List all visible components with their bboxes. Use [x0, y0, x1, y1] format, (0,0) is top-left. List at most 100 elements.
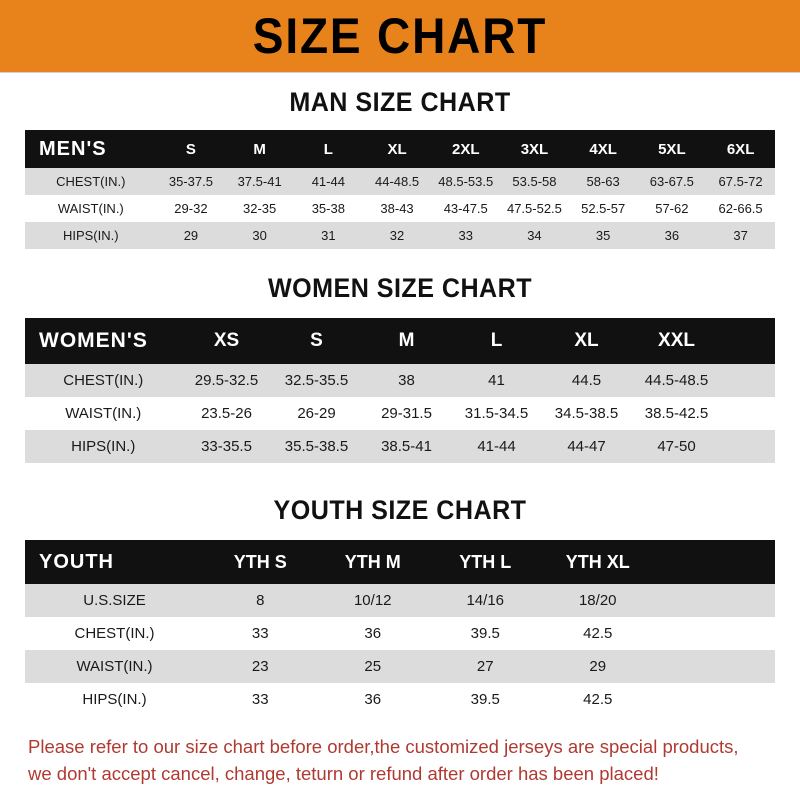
- men-column-header-1: S: [185, 140, 196, 158]
- women-size-table: WOMEN'S XS S M L XL XXL CHEST(IN.) 29.5-32.5 32.…: [25, 318, 775, 463]
- women-cell-filler: [722, 430, 776, 463]
- men-cell-r1-c9: 67.5-72: [718, 174, 763, 189]
- women-cell-filler: [722, 364, 776, 397]
- men-cell-r2-c1: 29-32: [174, 201, 208, 216]
- women-column-header-6: XXL: [658, 330, 695, 351]
- footer-disclaimer: Please refer to our size chart before or…: [28, 734, 772, 788]
- youth-row-label-3: WAIST(IN.): [76, 658, 153, 675]
- women-corner-label: WOMEN'S: [39, 329, 148, 352]
- women-cell-r2-c1: 23.5-26: [201, 405, 252, 422]
- women-table-body: CHEST(IN.) 29.5-32.5 32.5-35.5 38 41 44.5 44.5…: [25, 364, 775, 463]
- men-column-header-5: 2XL: [451, 140, 480, 158]
- men-column-header-2: M: [253, 140, 266, 158]
- youth-cell-r3-c3: 27: [476, 658, 494, 675]
- youth-section-title: YOUTH SIZE CHART: [273, 495, 527, 525]
- men-table-body: CHEST(IN.) 35-37.5 37.5-41 41-44 44-48.5 48.5…: [25, 168, 775, 249]
- women-cell-r3-c5: 44-47: [567, 438, 606, 455]
- youth-column-header-1: YTH S: [233, 551, 287, 572]
- women-cell-r1-c6: 44.5-48.5: [644, 372, 709, 389]
- women-cell-r3-c2: 35.5-38.5: [284, 438, 349, 455]
- men-header-row: MEN'S S M L XL 2XL 3XL 4XL 5XL 6XL: [25, 130, 775, 168]
- youth-cell-r2-c3: 39.5: [470, 625, 500, 642]
- men-cell-r3-c4: 32: [389, 228, 405, 243]
- men-cell-r3-c7: 35: [595, 228, 611, 243]
- women-column-header-4: L: [490, 330, 503, 351]
- women-cell-r3-c6: 47-50: [657, 438, 696, 455]
- youth-cell-r4-c1: 33: [251, 691, 269, 708]
- men-cell-r3-c1: 29: [183, 228, 199, 243]
- youth-corner-label: YOUTH: [39, 550, 114, 573]
- women-column-header-3: M: [398, 330, 415, 351]
- youth-cell-r4-c4: 42.5: [583, 691, 613, 708]
- men-row-label-3: HIPS(IN.): [62, 228, 119, 243]
- youth-column-filler: [654, 540, 775, 584]
- page-title: SIZE CHART: [252, 8, 548, 64]
- men-column-header-4: XL: [387, 140, 407, 158]
- women-column-header-5: XL: [574, 330, 599, 351]
- men-cell-r1-c7: 58-63: [586, 174, 620, 189]
- youth-cell-r1-c4: 18/20: [578, 592, 617, 609]
- youth-table-wrapper: YOUTH YTH S YTH M YTH L YTH XL U.S.SIZE 8 10/1…: [25, 540, 775, 716]
- women-cell-r3-c4: 41-44: [477, 438, 516, 455]
- women-header-row: WOMEN'S XS S M L XL XXL: [25, 318, 775, 364]
- youth-size-table: YOUTH YTH S YTH M YTH L YTH XL U.S.SIZE 8 10/1…: [25, 540, 775, 716]
- men-row-label-1: CHEST(IN.): [56, 174, 126, 189]
- women-cell-r1-c1: 29.5-32.5: [194, 372, 259, 389]
- youth-cell-r3-c1: 23: [251, 658, 269, 675]
- women-section-title: WOMEN SIZE CHART: [267, 273, 533, 303]
- women-row-label-3: HIPS(IN.): [71, 438, 136, 455]
- footer-disclaimer-line-2: we don't accept cancel, change, teturn o…: [28, 762, 659, 784]
- women-cell-r3-c1: 33-35.5: [201, 438, 252, 455]
- youth-cell-r1-c2: 10/12: [353, 592, 392, 609]
- men-row-label-2: WAIST(IN.): [57, 201, 124, 216]
- men-cell-r1-c3: 41-44: [311, 174, 345, 189]
- youth-header-row: YOUTH YTH S YTH M YTH L YTH XL: [25, 540, 775, 584]
- youth-cell-r2-c1: 33: [251, 625, 269, 642]
- youth-row-label-4: HIPS(IN.): [82, 691, 147, 708]
- youth-column-header-2: YTH M: [344, 551, 401, 572]
- women-column-header-2: S: [310, 330, 323, 351]
- table-row: HIPS(IN.) 29 30 31 32 33 34 35 36 37: [25, 222, 775, 249]
- men-cell-r1-c2: 37.5-41: [237, 174, 282, 189]
- men-cell-r2-c4: 38-43: [380, 201, 414, 216]
- men-cell-r1-c1: 35-37.5: [168, 174, 213, 189]
- women-cell-r1-c4: 41: [488, 372, 505, 389]
- youth-row-label-1: U.S.SIZE: [83, 592, 146, 609]
- youth-cell-r2-c2: 36: [364, 625, 382, 642]
- table-row: U.S.SIZE 8 10/12 14/16 18/20: [25, 584, 775, 617]
- women-column-header-1: XS: [213, 330, 240, 351]
- women-table-head: WOMEN'S XS S M L XL XXL: [25, 318, 775, 364]
- table-row: HIPS(IN.) 33-35.5 35.5-38.5 38.5-41 41-44 44-…: [25, 430, 775, 463]
- men-cell-r2-c8: 57-62: [655, 201, 689, 216]
- men-cell-r3-c3: 31: [321, 228, 336, 243]
- youth-cell-r3-c4: 29: [589, 658, 607, 675]
- women-cell-filler: [722, 397, 776, 430]
- men-cell-r3-c6: 34: [527, 228, 542, 243]
- men-cell-r1-c6: 53.5-58: [512, 174, 557, 189]
- youth-cell-r2-c4: 42.5: [583, 625, 613, 642]
- men-column-header-9: 6XL: [726, 140, 755, 158]
- youth-cell-filler: [654, 617, 775, 650]
- table-row: WAIST(IN.) 23.5-26 26-29 29-31.5 31.5-34.5 34…: [25, 397, 775, 430]
- table-row: HIPS(IN.) 33 36 39.5 42.5: [25, 683, 775, 716]
- table-row: CHEST(IN.) 29.5-32.5 32.5-35.5 38 41 44.5 44.5…: [25, 364, 775, 397]
- men-table-head: MEN'S S M L XL 2XL 3XL 4XL 5XL 6XL: [25, 130, 775, 168]
- youth-row-label-2: CHEST(IN.): [74, 625, 155, 642]
- men-cell-r2-c7: 52.5-57: [581, 201, 626, 216]
- women-cell-r3-c3: 38.5-41: [381, 438, 432, 455]
- men-section-title: MAN SIZE CHART: [289, 87, 511, 117]
- men-cell-r2-c3: 35-38: [311, 201, 345, 216]
- table-row: WAIST(IN.) 23 25 27 29: [25, 650, 775, 683]
- women-row-label-2: WAIST(IN.): [65, 405, 142, 422]
- table-row: CHEST(IN.) 33 36 39.5 42.5: [25, 617, 775, 650]
- women-table-wrapper: WOMEN'S XS S M L XL XXL CHEST(IN.) 29.5-32.5 32.…: [25, 318, 775, 463]
- women-cell-r2-c5: 34.5-38.5: [554, 405, 619, 422]
- men-cell-r3-c9: 37: [733, 228, 748, 243]
- men-column-header-3: L: [323, 140, 333, 158]
- men-cell-r2-c2: 32-35: [243, 201, 277, 216]
- men-cell-r1-c5: 48.5-53.5: [438, 174, 494, 189]
- women-cell-r2-c6: 38.5-42.5: [644, 405, 709, 422]
- women-cell-r1-c3: 38: [398, 372, 415, 389]
- youth-cell-r1-c3: 14/16: [466, 592, 505, 609]
- men-corner-label: MEN'S: [39, 137, 107, 160]
